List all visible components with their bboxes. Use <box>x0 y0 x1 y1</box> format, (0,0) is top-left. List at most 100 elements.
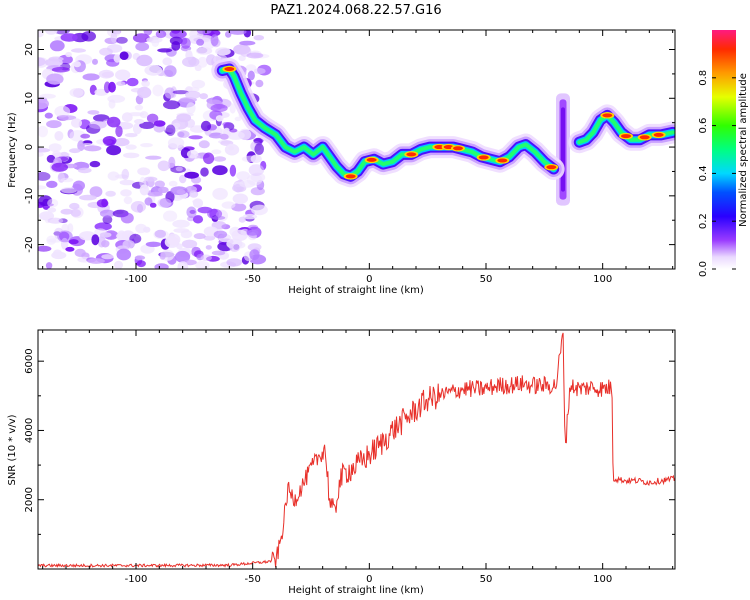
noise-blob <box>177 261 189 269</box>
noise-blob <box>69 130 86 142</box>
noise-blob <box>189 190 199 198</box>
figure-title: PAZ1.2024.068.22.57.G16 <box>270 3 441 18</box>
noise-blob <box>47 217 64 224</box>
noise-blob <box>68 239 79 245</box>
noise-blob <box>155 30 167 38</box>
noise-blob <box>47 198 59 208</box>
noise-blob <box>106 116 121 128</box>
noise-blob <box>231 229 248 241</box>
noise-blob <box>186 102 196 115</box>
noise-blob <box>139 121 155 129</box>
noise-blob <box>38 185 47 190</box>
noise-blob <box>151 37 160 47</box>
snr-y-ticks: 2000 4000 6000 <box>24 348 675 535</box>
trace-hotspot <box>406 152 417 157</box>
noise-blob <box>87 110 100 115</box>
noise-blob <box>65 51 72 58</box>
noise-blob <box>213 230 228 239</box>
noise-blob <box>116 81 126 86</box>
noise-blob <box>136 260 146 268</box>
noise-blob <box>73 61 81 68</box>
snr-frame <box>37 329 676 570</box>
noise-blob <box>176 113 192 123</box>
trace-hotspot <box>366 157 377 162</box>
noise-blob <box>159 252 166 260</box>
noise-blob <box>167 137 185 149</box>
noise-blob <box>192 215 204 224</box>
noise-blob <box>74 248 86 257</box>
noise-blob <box>181 239 198 249</box>
trace-hotspot <box>345 174 356 179</box>
noise-blob <box>180 230 193 239</box>
noise-blob <box>113 53 121 63</box>
noise-blob <box>210 104 228 113</box>
noise-blob <box>54 105 71 118</box>
noise-blob <box>102 136 117 146</box>
noise-blob <box>106 145 122 156</box>
spectrogram-y-ticks: 20 10 0 -10 -20 <box>24 43 675 253</box>
noise-blob <box>157 160 170 172</box>
noise-blob <box>191 79 206 89</box>
noise-blob <box>136 54 153 67</box>
noise-blob <box>108 99 116 109</box>
noise-blob <box>114 260 123 269</box>
noise-blob <box>60 33 78 42</box>
y-tick-label: 2000 <box>24 487 35 512</box>
x-tick-label: -50 <box>244 274 260 285</box>
y-tick-label: -20 <box>24 236 35 252</box>
noise-blob <box>193 233 206 240</box>
noise-blob <box>186 150 199 159</box>
noise-blob <box>238 216 246 223</box>
noise-blob <box>38 171 51 181</box>
noise-blob <box>234 116 242 122</box>
y-tick-label: 0 <box>24 144 35 150</box>
y-tick-label: 6000 <box>24 348 35 373</box>
noise-blob <box>175 250 191 263</box>
noise-blob <box>168 180 178 187</box>
noise-blob <box>38 245 52 252</box>
noise-blob <box>69 88 84 98</box>
noise-blob <box>137 167 151 176</box>
noise-blob <box>99 209 115 218</box>
noise-blob <box>48 56 64 62</box>
noise-blob <box>247 243 262 251</box>
noise-blob <box>44 112 53 119</box>
noise-blob <box>236 171 250 181</box>
noise-blob <box>119 51 129 60</box>
noise-blob <box>49 40 65 52</box>
noise-blob <box>115 125 123 137</box>
noise-blob <box>77 140 85 152</box>
noise-blob <box>48 143 62 152</box>
noise-blob <box>124 133 138 138</box>
x-tick-label: 0 <box>366 574 372 585</box>
noise-blob <box>192 198 204 208</box>
noise-blob <box>144 64 163 76</box>
noise-blob <box>197 56 208 68</box>
noise-blob <box>149 202 157 208</box>
noise-blob <box>60 208 74 215</box>
noise-blob <box>92 58 98 65</box>
noise-blob <box>245 64 257 72</box>
noise-blob <box>91 234 100 246</box>
noise-blob <box>140 143 153 148</box>
noise-blob <box>184 171 200 179</box>
noise-blob <box>203 235 216 241</box>
noise-blob <box>46 180 58 188</box>
x-tick-label: 50 <box>480 274 493 285</box>
x-tick-label: -100 <box>125 574 148 585</box>
colorbar-tick-label: 0.4 <box>698 165 709 181</box>
noise-blob <box>120 212 134 224</box>
colorbar-tick-label: 0.8 <box>698 70 709 86</box>
colorbar-gradient <box>712 30 736 269</box>
noise-blob <box>215 47 231 56</box>
noise-blob <box>154 229 166 238</box>
noise-blob <box>125 144 137 150</box>
noise-blob <box>171 30 181 34</box>
noise-blob <box>106 44 123 53</box>
noise-blob <box>46 154 56 163</box>
y-tick-label: 4000 <box>24 418 35 443</box>
noise-blob <box>168 156 176 169</box>
trace-green-1 <box>577 113 675 145</box>
noise-blob <box>45 30 58 35</box>
